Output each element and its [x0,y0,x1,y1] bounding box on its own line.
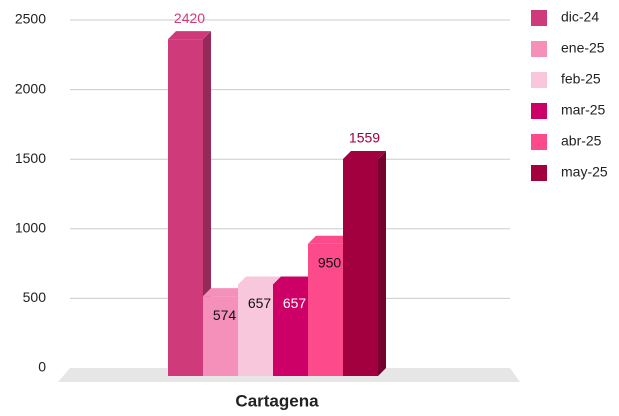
legend-swatch [531,134,547,150]
x-tick-label: Cartagena [235,391,319,410]
y-tick-label: 2000 [15,80,46,96]
data-label: 657 [248,295,272,311]
y-tick-label: 0 [38,359,46,375]
bar [168,31,211,377]
legend-swatch [531,72,547,88]
legend-label: feb-25 [561,71,601,87]
legend-label: dic-24 [561,9,599,25]
bar-front [343,158,378,376]
legend-swatch [531,10,547,26]
data-label: 1559 [349,130,380,146]
y-tick-label: 1000 [15,220,46,236]
data-label: 657 [283,295,307,311]
legend-label: may-25 [561,164,608,180]
bar-top [168,31,211,40]
bar-side [378,150,386,376]
bar-top [308,235,351,244]
bar-front [203,296,238,376]
bar [343,150,386,376]
y-tick-label: 2500 [15,11,46,27]
bar-top [238,276,281,285]
bar-side [203,31,211,377]
bar-top [203,288,246,297]
legend-label: abr-25 [561,133,602,149]
bar-top [343,150,386,159]
bar-top [273,276,316,285]
bar-front [168,39,203,377]
legend-swatch [531,103,547,119]
legend-swatch [531,41,547,57]
bar-front [273,284,308,376]
data-label: 2420 [174,10,205,26]
legend-label: mar-25 [561,102,606,118]
y-tick-label: 500 [23,289,47,305]
legend-swatch [531,165,547,181]
legend-label: ene-25 [561,40,605,56]
y-tick-label: 1500 [15,150,46,166]
bar-front [238,284,273,376]
data-label: 950 [318,254,342,270]
bar-front [308,243,343,376]
data-label: 574 [213,307,237,323]
